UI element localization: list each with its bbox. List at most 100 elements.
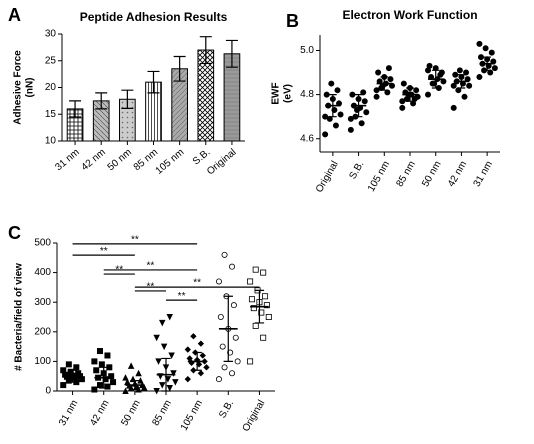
- error-bar: [173, 55, 186, 82]
- data-point: [221, 251, 228, 258]
- significance-label: **: [178, 291, 186, 302]
- data-point: [221, 364, 228, 371]
- data-point: [197, 340, 205, 347]
- data-point: [232, 334, 239, 341]
- x-tick-label: 85 nm: [150, 398, 173, 428]
- error-bar: [147, 70, 160, 94]
- data-point: [358, 120, 365, 127]
- y-tick-label: 20: [45, 82, 57, 93]
- error-bar: [95, 92, 108, 110]
- data-point: [96, 348, 103, 355]
- error-bar: [254, 289, 265, 324]
- data-point: [461, 93, 468, 100]
- data-point: [102, 376, 109, 383]
- error-bar: [223, 295, 233, 362]
- data-point: [190, 333, 197, 340]
- data-point: [450, 104, 457, 111]
- data-point: [477, 54, 484, 61]
- x-tick-label: Original: [241, 398, 268, 433]
- data-point: [91, 386, 98, 393]
- data-point: [247, 278, 254, 285]
- data-point: [411, 96, 418, 103]
- data-point: [260, 269, 267, 276]
- data-point: [65, 361, 72, 368]
- data-point: [360, 89, 367, 96]
- data-point: [160, 343, 168, 351]
- x-tick-label: Original: [205, 147, 238, 178]
- data-point: [110, 379, 117, 386]
- significance-label: **: [100, 246, 108, 257]
- data-point: [234, 358, 241, 365]
- y-tick-label: 0: [45, 386, 51, 397]
- data-point: [215, 278, 222, 285]
- y-axis-label: EWF: [271, 82, 282, 104]
- x-tick-label: 50 nm: [420, 159, 443, 189]
- chart-title: Electron Work Function: [342, 8, 477, 22]
- significance-label: **: [115, 265, 123, 276]
- error-bar: [431, 69, 440, 89]
- y-tick-label: 300: [34, 297, 51, 308]
- y-tick-label: 4.6: [300, 133, 314, 144]
- x-tick-label: 31 nm: [53, 147, 81, 173]
- data-point: [215, 376, 222, 383]
- error-bar: [457, 74, 466, 89]
- y-tick-label: 15: [45, 109, 57, 120]
- error-bar: [329, 94, 337, 118]
- data-point: [387, 76, 394, 83]
- data-point: [104, 383, 111, 390]
- y-tick-label: 25: [45, 55, 57, 66]
- x-tick-label: S.B.: [217, 398, 236, 420]
- x-tick-label: Original: [314, 159, 341, 194]
- panel-label: B: [286, 11, 299, 31]
- data-point: [166, 385, 173, 392]
- x-tick-label: 42 nm: [88, 398, 111, 428]
- data-point: [170, 370, 177, 377]
- x-tick-label: S.B.: [347, 159, 366, 181]
- y-axis-label: # Bacteria/field of view: [14, 263, 25, 371]
- data-point: [482, 45, 489, 52]
- data-point: [184, 375, 191, 383]
- error-bar: [67, 369, 78, 383]
- data-point: [217, 313, 224, 320]
- chart-title: Peptide Adhesion Results: [80, 10, 228, 24]
- data-point: [323, 91, 330, 98]
- y-axis-label: (nN): [25, 78, 36, 98]
- y-tick-label: 5.0: [300, 45, 314, 56]
- data-point: [203, 364, 210, 371]
- data-point: [252, 322, 259, 329]
- y-tick-label: 4.8: [300, 89, 314, 100]
- data-point: [93, 367, 100, 374]
- error-bar: [354, 94, 363, 118]
- data-point: [491, 65, 498, 72]
- error-bar: [483, 56, 491, 71]
- data-point: [400, 80, 407, 87]
- data-point: [229, 263, 236, 270]
- data-point: [322, 131, 329, 138]
- x-tick-label: 42 nm: [79, 147, 107, 173]
- data-point: [263, 302, 270, 309]
- data-point: [197, 370, 205, 377]
- x-tick-label: 105 nm: [366, 159, 392, 193]
- error-bar: [69, 100, 82, 118]
- error-bar: [192, 351, 202, 371]
- data-point: [488, 49, 495, 56]
- data-point: [375, 69, 382, 76]
- significance-label: **: [131, 235, 139, 246]
- data-point: [127, 362, 135, 369]
- data-point: [424, 67, 431, 74]
- error-bar: [380, 76, 389, 91]
- data-point: [334, 87, 341, 94]
- data-point: [73, 364, 80, 371]
- x-tick-label: 31 nm: [57, 398, 80, 428]
- y-tick-label: 400: [34, 267, 51, 278]
- data-point: [385, 65, 392, 72]
- data-point: [437, 71, 444, 78]
- error-bar: [161, 357, 171, 392]
- data-point: [135, 369, 142, 377]
- data-point: [373, 87, 380, 94]
- x-tick-label: 31 nm: [472, 159, 495, 189]
- data-point: [456, 67, 463, 74]
- data-point: [230, 302, 237, 309]
- data-point: [466, 82, 473, 89]
- data-point: [159, 382, 166, 389]
